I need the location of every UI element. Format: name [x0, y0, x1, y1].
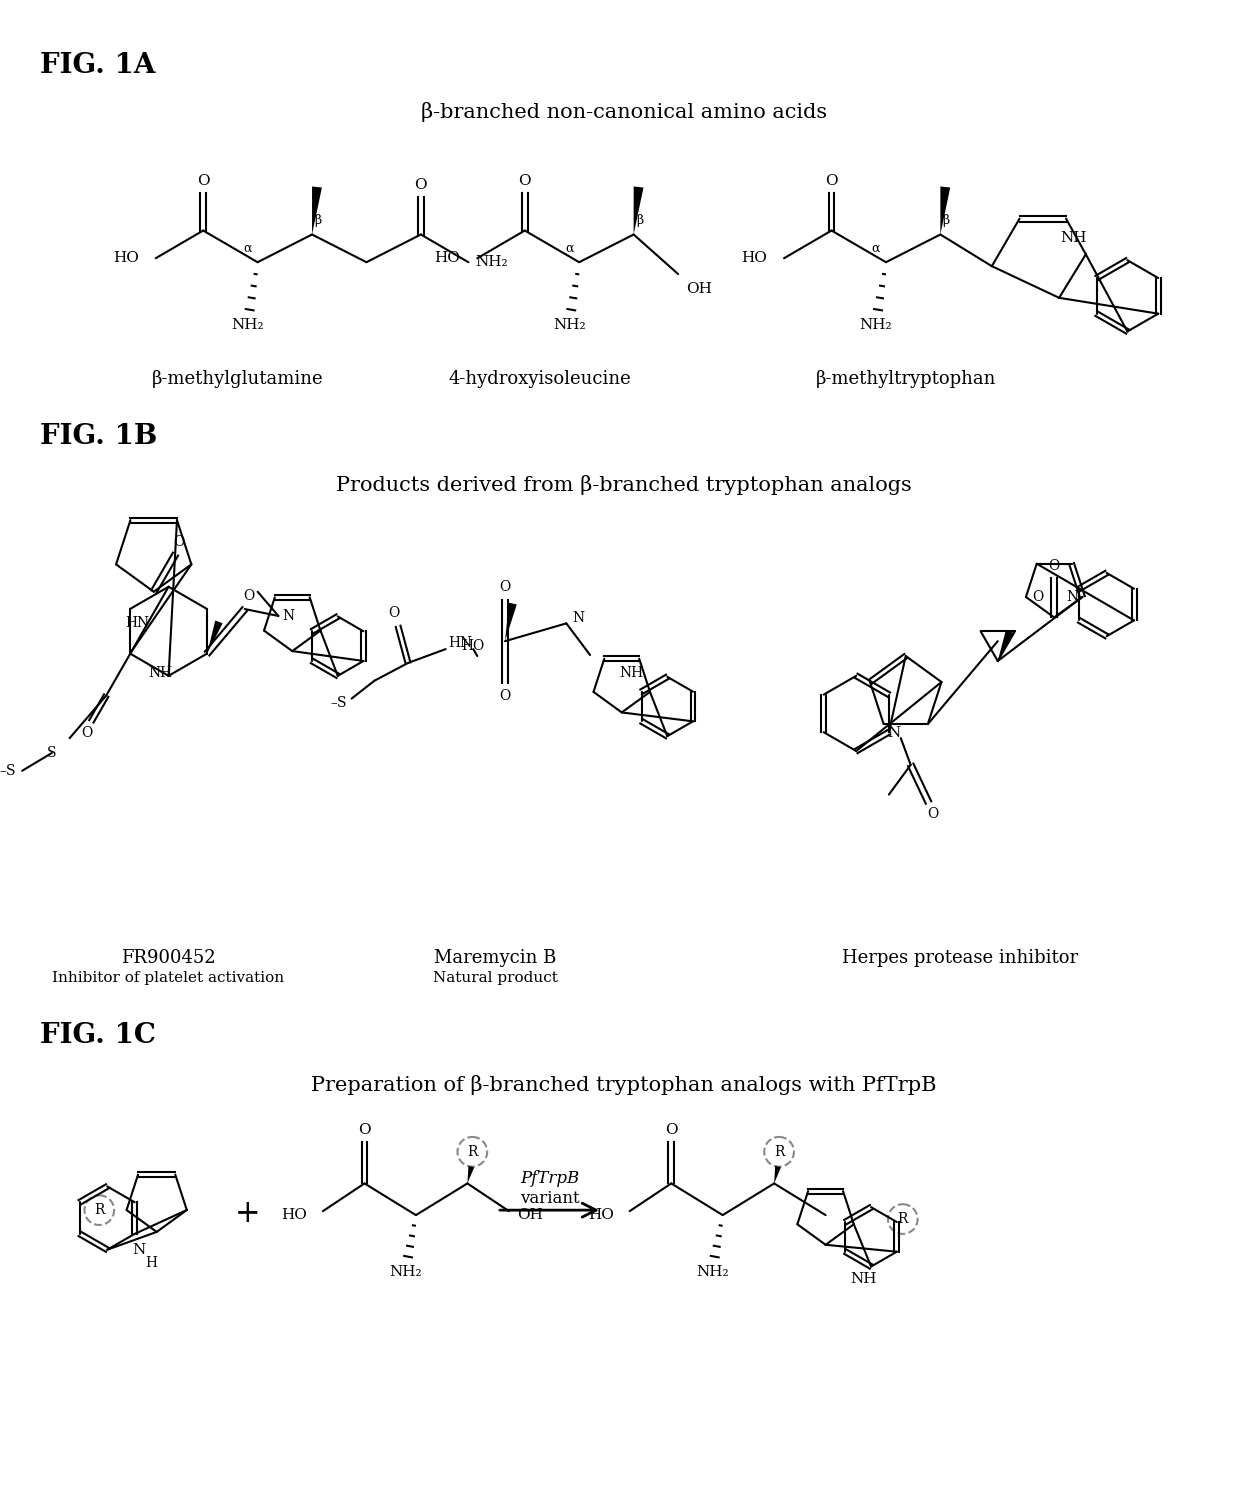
Polygon shape [207, 620, 223, 654]
Text: NH₂: NH₂ [389, 1265, 423, 1280]
Text: –S: –S [331, 696, 347, 709]
Text: R: R [898, 1212, 908, 1226]
Text: HO: HO [742, 252, 768, 265]
Text: Preparation of β-branched tryptophan analogs with PfTrpB: Preparation of β-branched tryptophan ana… [311, 1075, 936, 1095]
Text: O: O [172, 535, 184, 550]
Text: –S: –S [0, 764, 16, 777]
Text: HO: HO [461, 639, 485, 654]
Text: HO: HO [113, 252, 139, 265]
Polygon shape [467, 1166, 474, 1184]
Text: HO: HO [434, 252, 460, 265]
Text: NH₂: NH₂ [697, 1265, 729, 1280]
Text: Products derived from β-branched tryptophan analogs: Products derived from β-branched tryptop… [336, 474, 911, 495]
Text: β: β [315, 214, 321, 227]
Text: β: β [942, 214, 950, 227]
Polygon shape [998, 630, 1013, 661]
Text: O: O [1032, 590, 1043, 604]
Text: OH: OH [517, 1208, 543, 1221]
Text: HO: HO [588, 1208, 614, 1221]
Text: N: N [283, 608, 294, 623]
Text: NH: NH [1060, 232, 1087, 245]
Text: Maremycin B: Maremycin B [434, 949, 557, 967]
Text: R: R [467, 1145, 477, 1158]
Text: α: α [872, 242, 880, 255]
Text: O: O [825, 175, 838, 188]
Text: O: O [197, 175, 210, 188]
Text: NH₂: NH₂ [475, 255, 508, 270]
Text: NH₂: NH₂ [553, 318, 585, 331]
Text: FIG. 1B: FIG. 1B [40, 423, 157, 450]
Text: β-methyltryptophan: β-methyltryptophan [816, 370, 996, 389]
Text: β: β [636, 214, 644, 227]
Text: HN: HN [125, 616, 149, 631]
Text: N: N [133, 1242, 145, 1256]
Text: O: O [500, 580, 511, 593]
Text: NH: NH [619, 666, 644, 679]
Text: OH: OH [686, 282, 712, 295]
Text: FR900452: FR900452 [122, 949, 216, 967]
Text: α: α [243, 242, 252, 255]
Text: NH₂: NH₂ [859, 318, 893, 331]
Polygon shape [312, 187, 322, 235]
Text: O: O [358, 1123, 371, 1137]
Polygon shape [634, 187, 644, 235]
Text: Herpes protease inhibitor: Herpes protease inhibitor [842, 949, 1079, 967]
Polygon shape [940, 187, 950, 235]
Text: NH: NH [149, 666, 172, 679]
FancyArrowPatch shape [500, 1203, 596, 1217]
Text: variant: variant [520, 1190, 579, 1208]
Text: O: O [81, 726, 92, 741]
Text: β-methylglutamine: β-methylglutamine [153, 370, 324, 389]
Text: N: N [1066, 590, 1079, 604]
Text: NH: NH [849, 1273, 877, 1286]
Text: Inhibitor of platelet activation: Inhibitor of platelet activation [52, 971, 285, 985]
Text: FIG. 1C: FIG. 1C [40, 1023, 156, 1050]
Text: PfTrpB: PfTrpB [520, 1170, 579, 1187]
Text: O: O [414, 178, 428, 193]
Text: NH₂: NH₂ [232, 318, 264, 331]
Text: N: N [888, 726, 900, 741]
Text: O: O [243, 589, 254, 604]
Text: S: S [47, 745, 57, 761]
Text: O: O [1049, 559, 1060, 572]
Text: O: O [665, 1123, 677, 1137]
Text: FIG. 1A: FIG. 1A [40, 53, 155, 80]
Text: O: O [926, 807, 939, 821]
Text: HN: HN [449, 636, 472, 651]
Polygon shape [505, 602, 517, 642]
Text: Natural product: Natural product [433, 971, 558, 985]
Text: R: R [774, 1145, 784, 1158]
Text: O: O [518, 175, 531, 188]
Text: O: O [388, 607, 399, 620]
Polygon shape [774, 1166, 781, 1184]
Text: R: R [94, 1203, 104, 1217]
Text: β-branched non-canonical amino acids: β-branched non-canonical amino acids [420, 102, 827, 122]
Text: 4-hydroxyisoleucine: 4-hydroxyisoleucine [448, 370, 631, 389]
Text: α: α [565, 242, 574, 255]
Text: H: H [146, 1256, 157, 1270]
Text: HO: HO [281, 1208, 308, 1221]
Text: N: N [572, 611, 584, 625]
Text: +: + [234, 1197, 260, 1229]
Text: O: O [500, 688, 511, 703]
